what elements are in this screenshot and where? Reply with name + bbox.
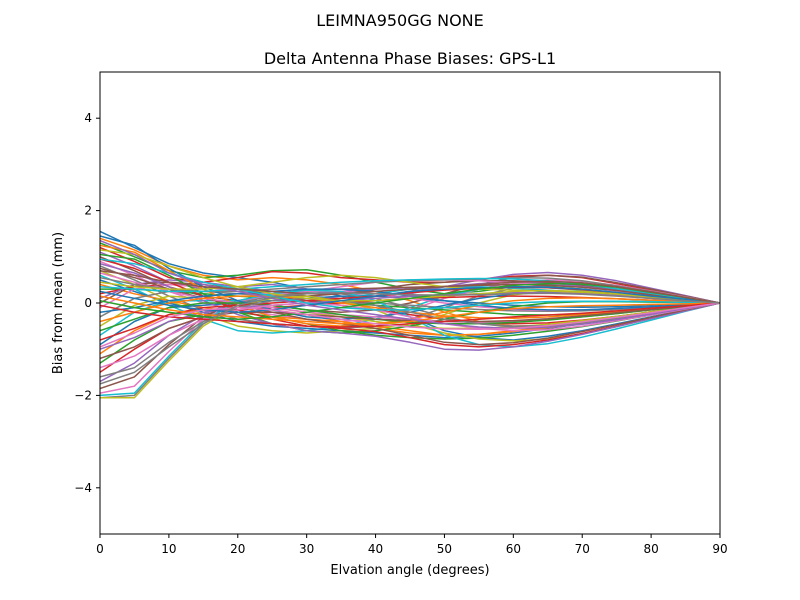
- x-tick-label: 70: [575, 542, 590, 556]
- series-line-43: [100, 302, 720, 332]
- x-tick-label: 0: [96, 542, 104, 556]
- series-line-58: [100, 292, 720, 385]
- series-line-54: [100, 302, 720, 328]
- axis-layer: 0 10 20 30 40 50 60 70 80 90 −4 −2 0 2 4: [74, 111, 727, 556]
- series-line-57: [100, 302, 720, 348]
- x-tick-label: 40: [368, 542, 383, 556]
- x-tick-label: 20: [230, 542, 245, 556]
- series-line-50: [100, 258, 720, 311]
- y-tick-label: −2: [74, 388, 92, 402]
- x-tick-label: 60: [506, 542, 521, 556]
- y-tick-label: 4: [84, 111, 92, 125]
- x-tick-label: 90: [712, 542, 727, 556]
- figure-suptitle: LEIMNA950GG NONE: [316, 11, 484, 30]
- x-tick-label: 50: [437, 542, 452, 556]
- y-tick-label: −4: [74, 481, 92, 495]
- x-tick-label: 10: [161, 542, 176, 556]
- y-tick-label: 2: [84, 204, 92, 218]
- chart-title: Delta Antenna Phase Biases: GPS-L1: [264, 49, 556, 68]
- series-line-35: [100, 262, 720, 351]
- axes-frame: [99, 71, 721, 535]
- series-line-40: [100, 277, 720, 304]
- series-line-56: [100, 269, 720, 304]
- y-axis-label: Bias from mean (mm): [51, 232, 66, 374]
- series-line-48: [100, 297, 720, 378]
- series-layer: [100, 230, 720, 399]
- series-line-52: [100, 295, 720, 325]
- y-tick-label: 0: [84, 296, 92, 310]
- series-line-55: [100, 239, 720, 330]
- x-tick-label: 30: [299, 542, 314, 556]
- x-axis-label: Elvation angle (degrees): [330, 563, 489, 578]
- x-tick-label: 80: [643, 542, 658, 556]
